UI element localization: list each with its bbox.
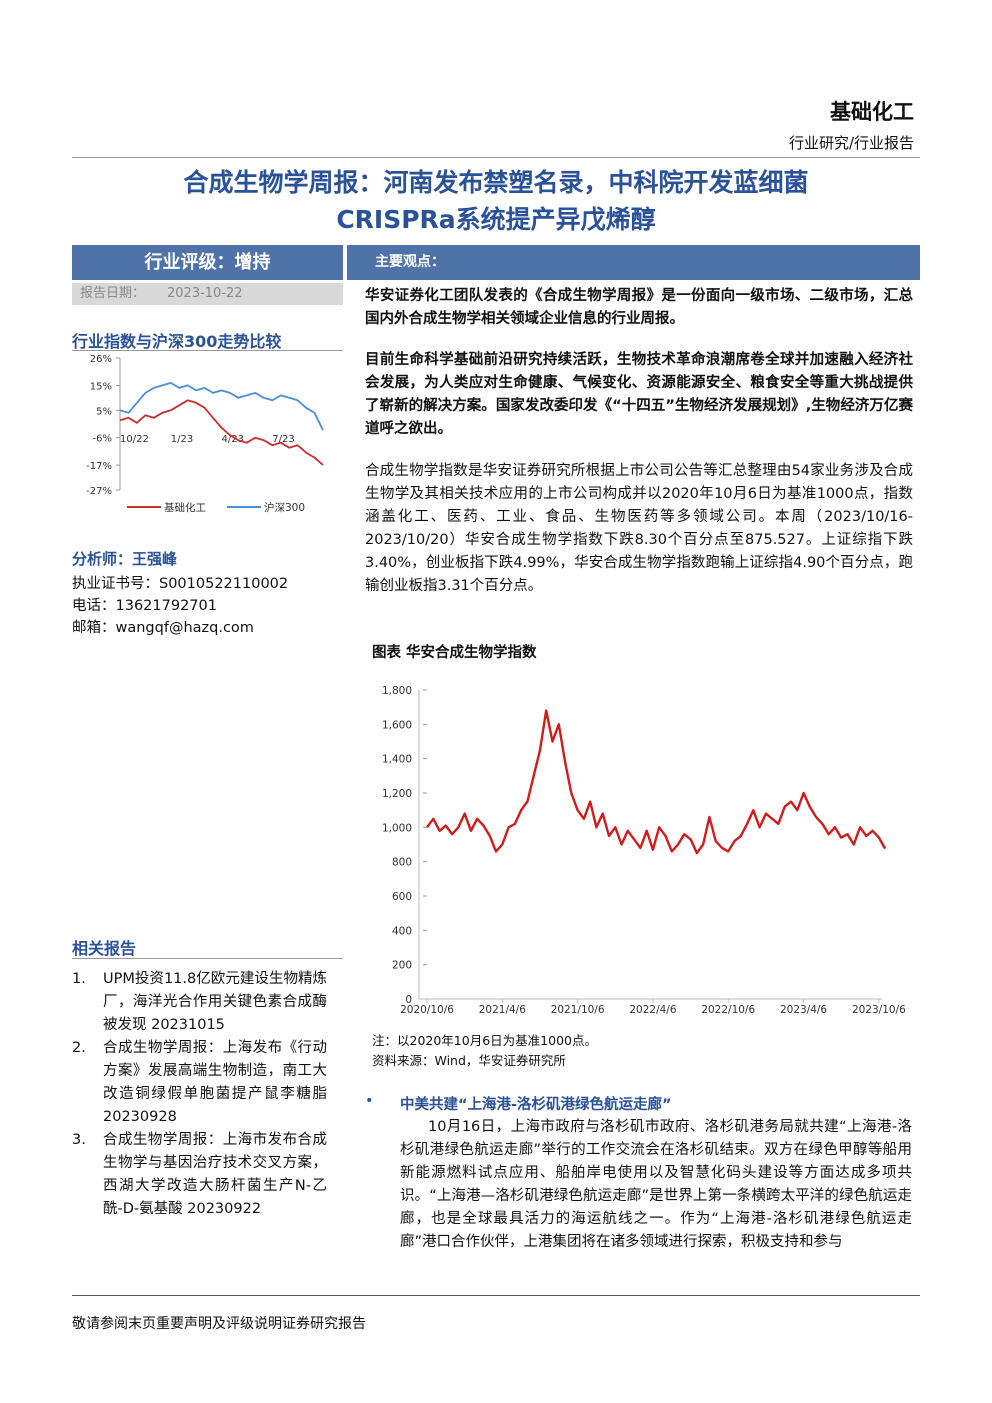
- x-tick-label: 7/23: [272, 434, 294, 445]
- sector: 基础化工: [830, 100, 914, 124]
- related-list: 1. UPM投资11.8亿欧元建设生物精炼厂，海洋光合作用关键色素合成酶被发现 2…: [72, 968, 332, 1221]
- date: 2023-10-22: [167, 286, 243, 301]
- x-tick-label: 10/22: [120, 434, 149, 445]
- analyst-line: 电话：13621792701: [72, 598, 217, 614]
- y-tick-label: 400: [392, 925, 412, 937]
- related-text: UPM投资11.8亿欧元建设生物精炼厂，海洋光合作用关键色素合成酶被发现 202…: [103, 971, 327, 1033]
- y-tick-label: -6%: [93, 434, 112, 445]
- date-label: 报告日期：: [80, 286, 146, 301]
- bold-paragraph: 华安证券化工团队发表的《合成生物学周报》是一份面向一级市场、二级市场，汇总国内外…: [365, 288, 913, 327]
- related-item: 2. 合成生物学周报：上海发布《行动方案》发展高端生物制造，南工大改造铜绿假单胞菌…: [72, 1037, 332, 1129]
- related-item: 1. UPM投资11.8亿欧元建设生物精炼厂，海洋光合作用关键色素合成酶被发现 2…: [72, 968, 332, 1037]
- heading: 主要观点：: [375, 254, 445, 270]
- paragraph: 合成生物学指数是华安证券研究所根据上市公司公告等汇总整理由54家业务涉及合成生物…: [365, 463, 913, 594]
- header-rule: [72, 157, 920, 158]
- y-tick-label: 26%: [90, 354, 112, 365]
- date-band: 报告日期： 2023-10-22: [72, 283, 343, 305]
- x-tick-label: 2020/10/6: [400, 1004, 454, 1016]
- rating: 行业评级：增持: [72, 245, 343, 280]
- x-tick-label: 2022/10/6: [701, 1004, 755, 1016]
- heading-band: 主要观点：: [347, 245, 920, 280]
- y-tick-label: -17%: [86, 461, 112, 472]
- x-tick-label: 2022/4/6: [629, 1004, 676, 1016]
- bold-paragraph: 目前生命科学基础前沿研究持续活跃，生物技术革命浪潮席卷全球并加速融入经济社会发展…: [365, 352, 913, 437]
- y-tick-label: 800: [392, 857, 412, 869]
- note: 注：以2020年10月6日为基准1000点。: [372, 1033, 597, 1048]
- y-tick-label: 1,200: [382, 788, 412, 800]
- y-tick-label: -27%: [86, 486, 112, 497]
- source: 资料来源：Wind，华安证券研究所: [372, 1053, 566, 1068]
- x-tick-label: 2023/4/6: [780, 1004, 827, 1016]
- analyst-line: 邮箱：wangqf@hazq.com: [72, 620, 254, 636]
- analyst-line: 执业证书号：S0010522110002: [72, 576, 289, 592]
- y-tick-label: 1,400: [382, 754, 412, 766]
- y-tick-label: 15%: [90, 381, 112, 392]
- footer: 敬请参阅末页重要声明及评级说明证券研究报告: [72, 1316, 366, 1332]
- comparison-title: 行业指数与沪深300走势比较: [72, 332, 282, 351]
- title-line: CRISPRa系统提产异戊烯醇: [336, 205, 656, 234]
- analyst-name: 分析师：王强峰: [72, 550, 178, 568]
- y-tick-label: 5%: [96, 406, 112, 417]
- chart-title: 图表 华安合成生物学指数: [372, 645, 537, 661]
- legend-label: 沪深300: [264, 501, 305, 514]
- y-tick-label: 1,000: [382, 822, 412, 834]
- title-line: 合成生物学周报：河南发布禁塑名录，中科院开发蓝细菌: [183, 168, 809, 197]
- related-text: 合成生物学周报：上海发布《行动方案》发展高端生物制造，南工大改造铜绿假单胞菌提产…: [103, 1040, 327, 1125]
- related-num: 1.: [72, 971, 86, 987]
- x-tick-label: 4/23: [222, 434, 244, 445]
- bullet-heading: 中美共建“上海港-洛杉矶港绿色航运走廊”: [400, 1097, 672, 1113]
- y-tick-label: 200: [392, 960, 412, 972]
- rule: [72, 350, 343, 351]
- y-tick-label: 600: [392, 891, 412, 903]
- related-num: 2.: [72, 1040, 86, 1056]
- y-tick-label: 1,800: [382, 685, 412, 697]
- related-text: 合成生物学周报：上海市发布合成生物学与基因治疗技术交叉方案，西湖大学改造大肠杆菌…: [103, 1132, 327, 1217]
- footer-rule: [72, 1295, 920, 1296]
- rule: [72, 958, 343, 959]
- x-tick-label: 2023/10/6: [852, 1004, 906, 1016]
- bullet-dot: •: [365, 1093, 374, 1109]
- category: 行业研究/行业报告: [788, 134, 914, 152]
- comparison-chart: 26% 15% 5% -6% -17% -27% 10/22 1/23 4/23 7/23 基础化工…: [86, 354, 324, 514]
- related-item: 3. 合成生物学周报：上海市发布合成生物学与基因治疗技术交叉方案，西湖大学改造大肠…: [72, 1129, 332, 1221]
- series-line: [426, 709, 887, 855]
- series-line: [119, 399, 324, 466]
- related-num: 3.: [72, 1132, 86, 1148]
- legend-label: 基础化工: [164, 501, 206, 514]
- x-tick-label: 2021/4/6: [479, 1004, 526, 1016]
- x-tick-label: 1/23: [171, 434, 193, 445]
- bullet-text: 10月16日，上海市政府与洛杉矶市政府、洛杉矶港务局就共建“上海港-洛杉矶港绿色…: [400, 1119, 912, 1250]
- y-tick-label: 1,600: [382, 719, 412, 731]
- series-line: [119, 382, 324, 431]
- related-title: 相关报告: [72, 939, 137, 958]
- x-tick-label: 2021/10/6: [551, 1004, 605, 1016]
- y-tick-label: 0: [405, 994, 412, 1006]
- analyst-info: 执业证书号：S0010522110002 电话：13621792701 邮箱：w…: [72, 573, 288, 639]
- index-chart: 0 200 400 600 800 1,000 1,200 1,400 1,600 1,800 20…: [382, 685, 906, 1016]
